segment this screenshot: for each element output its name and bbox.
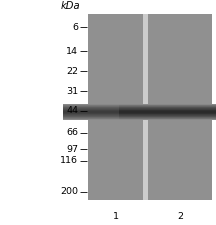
Bar <box>63 107 168 108</box>
Text: kDa: kDa <box>61 1 80 11</box>
Bar <box>88 14 212 200</box>
Bar <box>119 113 216 114</box>
Bar <box>119 106 216 107</box>
Text: 66: 66 <box>66 128 78 137</box>
Bar <box>119 110 216 111</box>
Text: 6: 6 <box>72 23 78 32</box>
Bar <box>63 114 168 115</box>
Bar <box>63 108 168 109</box>
Bar <box>119 115 216 116</box>
Text: 2: 2 <box>177 212 183 221</box>
Text: 1: 1 <box>113 212 119 221</box>
Bar <box>119 117 216 118</box>
Bar <box>119 119 216 120</box>
Bar <box>63 118 168 119</box>
Bar <box>63 116 168 117</box>
Bar <box>119 116 216 117</box>
Bar <box>119 107 216 108</box>
Bar <box>63 117 168 118</box>
Text: 31: 31 <box>66 87 78 96</box>
Text: 97: 97 <box>66 145 78 154</box>
Bar <box>119 104 216 105</box>
Bar <box>63 104 168 105</box>
Bar <box>63 109 168 110</box>
Bar <box>63 111 168 112</box>
Bar <box>63 112 168 113</box>
Bar <box>63 105 168 106</box>
Bar <box>63 115 168 116</box>
Bar <box>119 111 216 112</box>
Text: 44: 44 <box>66 106 78 115</box>
Bar <box>119 109 216 110</box>
Bar <box>119 105 216 106</box>
Bar <box>119 114 216 115</box>
Bar <box>63 110 168 111</box>
Text: 200: 200 <box>60 187 78 196</box>
Bar <box>119 118 216 119</box>
Bar <box>119 108 216 109</box>
Bar <box>63 106 168 107</box>
Text: 116: 116 <box>60 156 78 165</box>
Bar <box>119 112 216 113</box>
Text: 14: 14 <box>66 47 78 56</box>
Bar <box>143 14 148 200</box>
Bar <box>63 113 168 114</box>
Text: 22: 22 <box>66 67 78 76</box>
Bar <box>63 119 168 120</box>
